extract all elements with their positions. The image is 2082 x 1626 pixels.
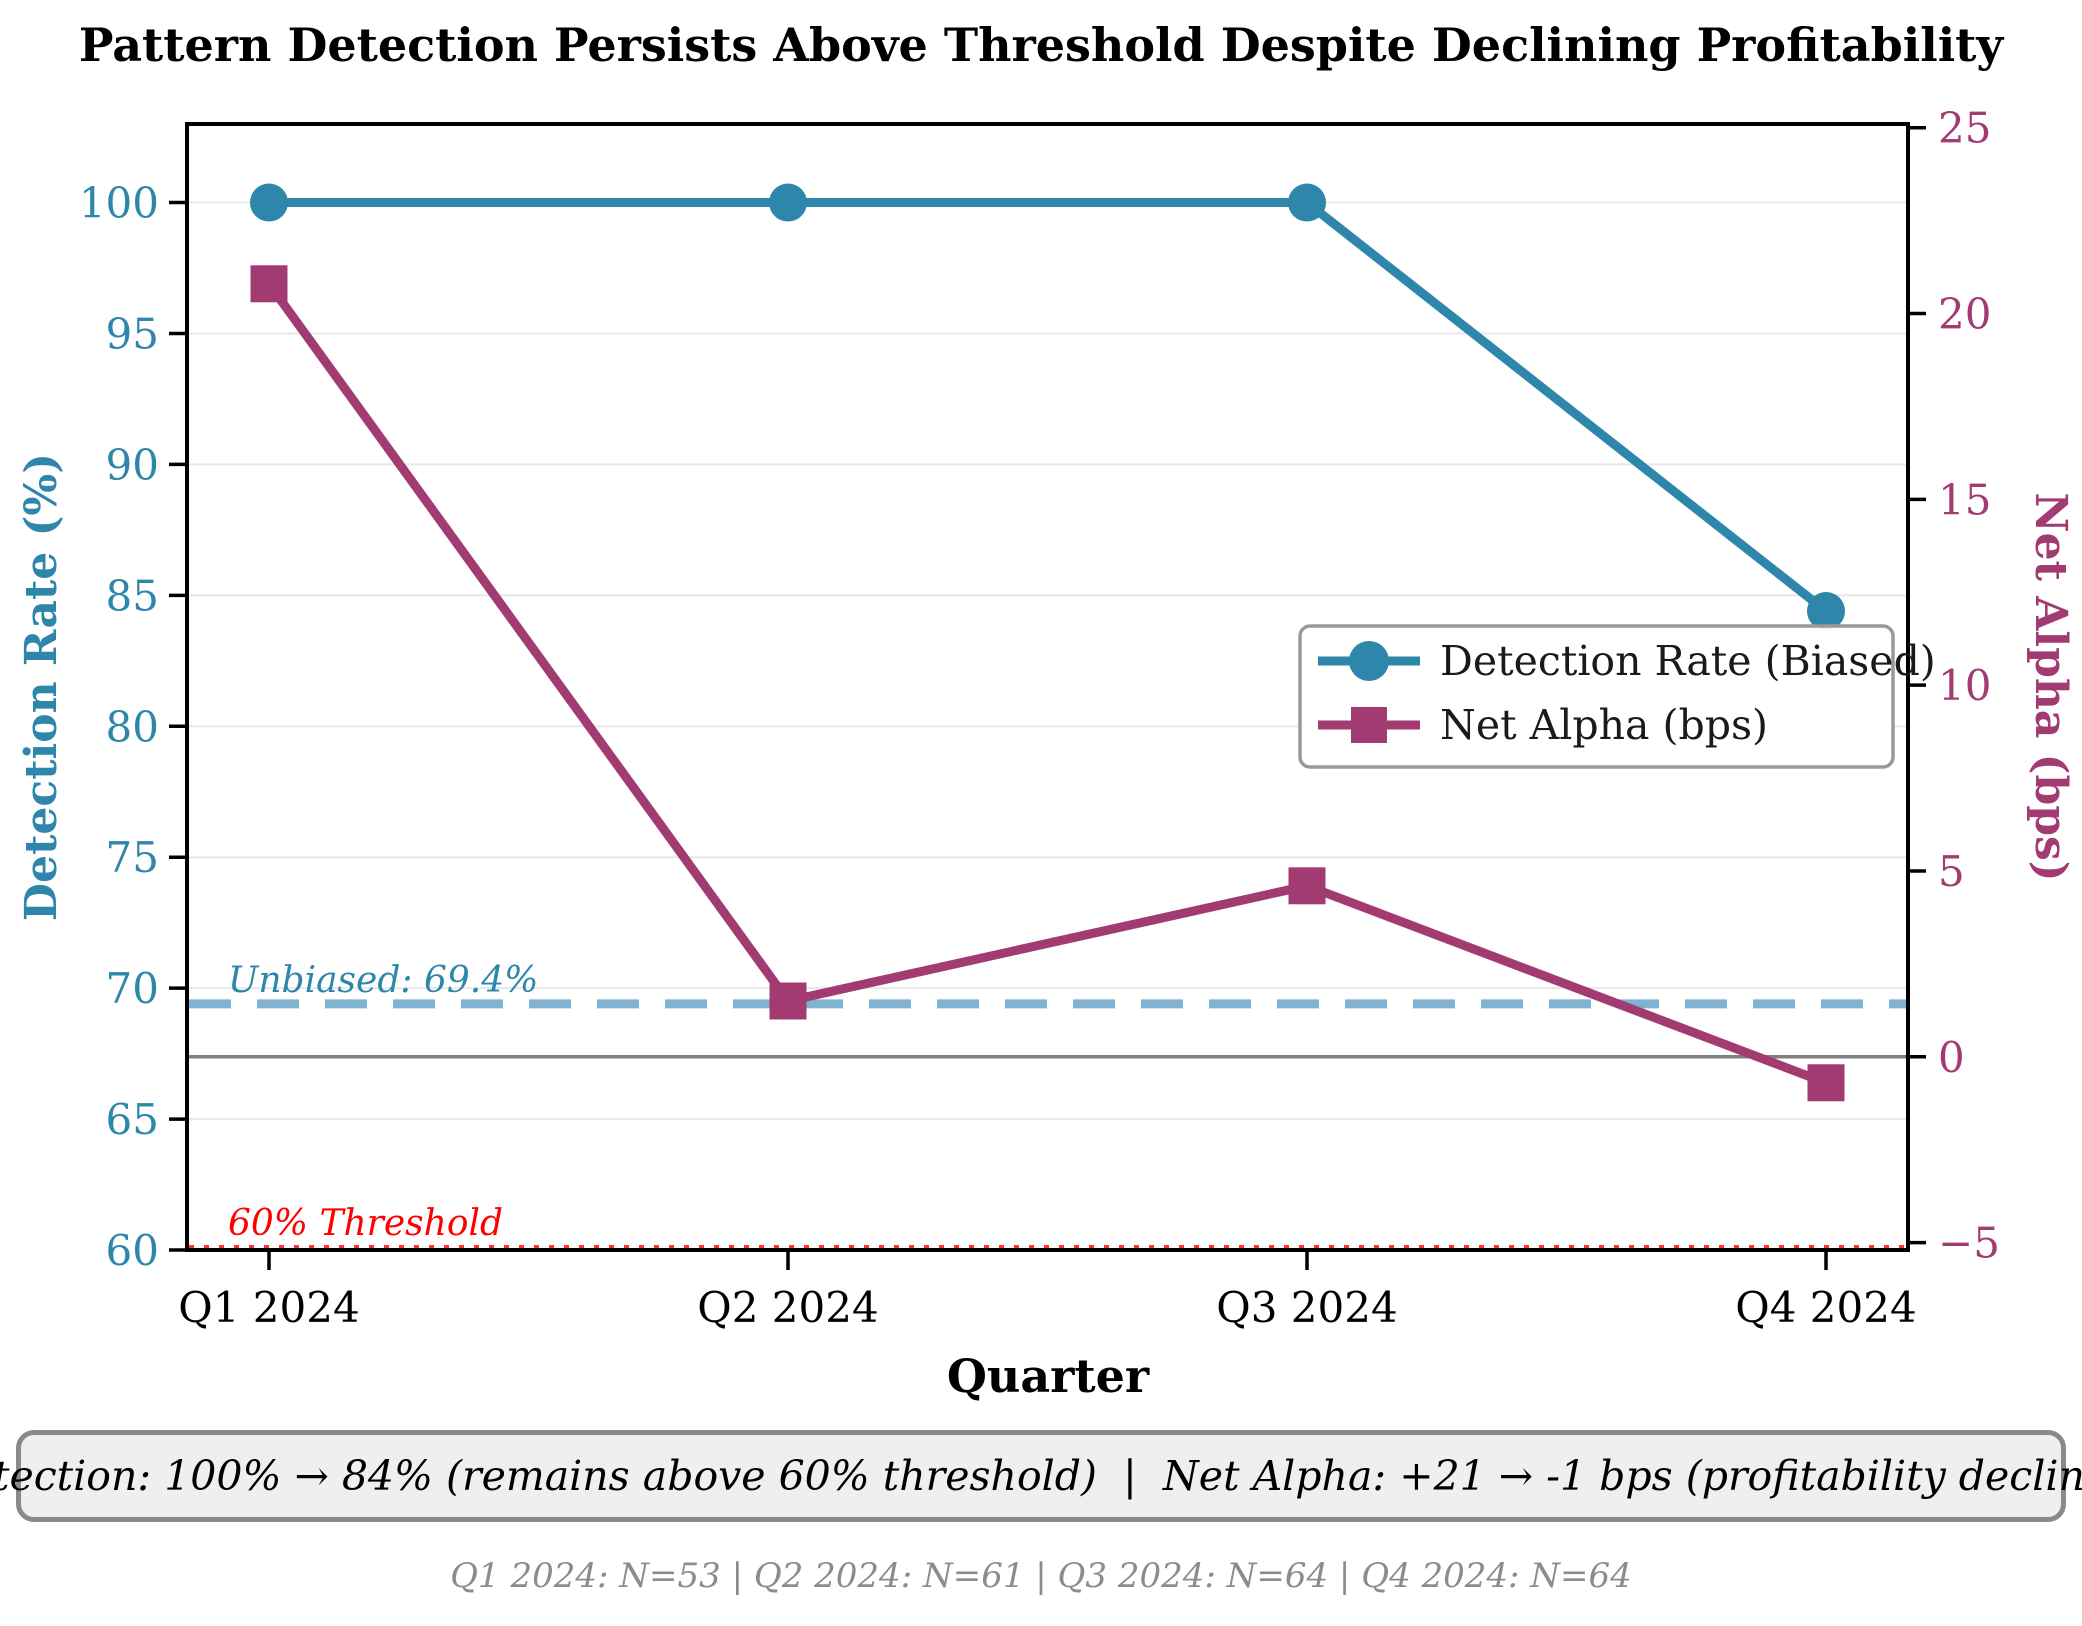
x-tick-label: Q3 2024	[1216, 1283, 1397, 1332]
unbiased-69-4--label: Unbiased: 69.4%	[228, 960, 538, 1001]
left-tick-label: 75	[106, 833, 159, 882]
left-tick-label: 85	[106, 571, 159, 620]
summary-annotation-box: Detection: 100% → 84% (remains above 60%…	[0, 1430, 2082, 1522]
x-tick-label: Q2 2024	[697, 1283, 878, 1332]
data-point-detection-rate-biased-	[250, 183, 288, 222]
right-axis-title: Net Alpha (bps)	[2025, 492, 2076, 881]
dual-axis-line-chart: 60 65 70 75 80 85 90 95 100 −5 0 5 10 15 20 25 Q1 2024 Q2…	[16, 104, 2076, 1403]
legend-item-label: Detection Rate (Biased)	[1440, 637, 1936, 685]
right-tick-label: 25	[1938, 104, 1991, 153]
right-tick-label: 20	[1938, 290, 1991, 339]
left-tick-label: 95	[106, 309, 159, 358]
data-point-net-alpha-bps-	[1807, 1064, 1845, 1102]
right-tick-label: 0	[1938, 1033, 1965, 1082]
left-tick-label: 65	[106, 1095, 159, 1144]
data-point-net-alpha-bps-	[1288, 867, 1326, 905]
plot-frame	[185, 122, 1910, 1252]
summary-annotation-text: Detection: 100% → 84% (remains above 60%…	[0, 1452, 2082, 1500]
data-point-detection-rate-biased-	[1807, 592, 1845, 631]
60-threshold-label: 60% Threshold	[228, 1203, 503, 1244]
right-tick-label: 10	[1938, 661, 1991, 710]
x-tick-label: Q4 2024	[1735, 1283, 1916, 1332]
series-net-alpha-bps--line	[265, 281, 1828, 1087]
legend-marker-square	[1351, 707, 1387, 743]
left-tick-label: 70	[106, 964, 159, 1013]
data-point-detection-rate-biased-	[1288, 183, 1326, 222]
x-tick-label: Q1 2024	[178, 1283, 359, 1332]
x-axis-title: Quarter	[947, 1349, 1150, 1403]
chart-title: Pattern Detection Persists Above Thresho…	[78, 18, 2004, 72]
left-axis-title: Detection Rate (%)	[16, 453, 67, 921]
legend-box	[1298, 624, 1895, 769]
right-tick-label: 5	[1938, 847, 1965, 896]
left-tick-label: 100	[79, 179, 159, 228]
data-point-detection-rate-biased-	[769, 183, 807, 222]
right-tick-label: 15	[1938, 475, 1991, 524]
series-detection-rate-biased--line	[269, 198, 1829, 615]
left-tick-label: 60	[106, 1226, 159, 1275]
right-tick-label: −5	[1938, 1219, 2000, 1268]
data-point-net-alpha-bps-	[250, 265, 288, 303]
left-tick-label: 80	[106, 702, 159, 751]
legend-marker-circle	[1349, 641, 1389, 681]
legend-item-label: Net Alpha (bps)	[1440, 701, 1768, 749]
chart-render-root: 60 65 70 75 80 85 90 95 100 −5 0 5 10 15 20 25 Q1 2024 Q2…	[79, 104, 2000, 1332]
data-point-net-alpha-bps-	[769, 982, 807, 1020]
sample-size-footnote: Q1 2024: N=53 | Q2 2024: N=61 | Q3 2024:…	[450, 1556, 1632, 1596]
left-tick-label: 90	[106, 440, 159, 489]
